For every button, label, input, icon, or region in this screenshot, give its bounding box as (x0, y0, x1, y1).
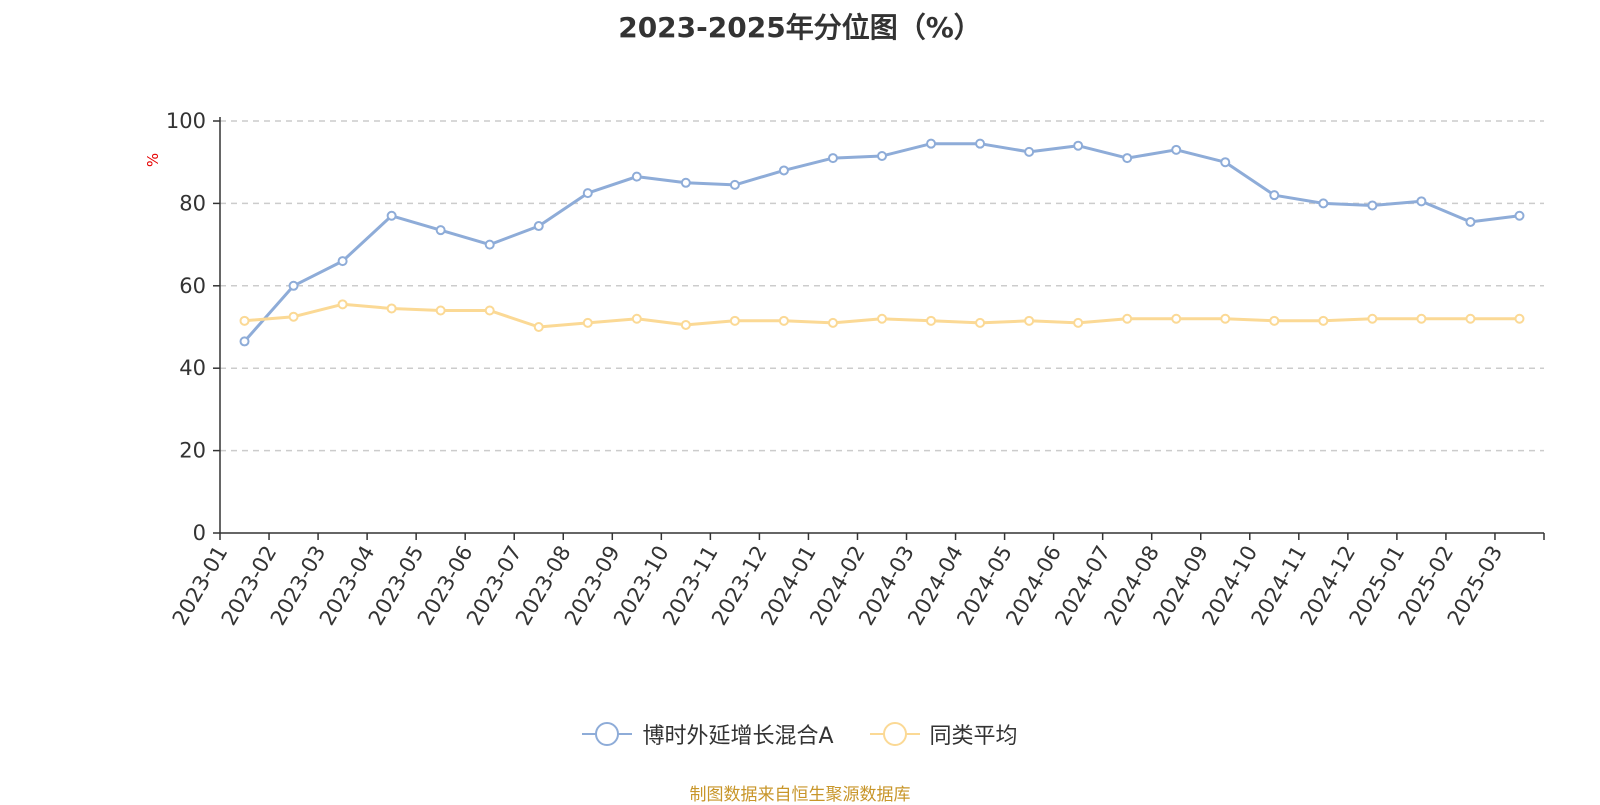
data-point-1 (1024, 315, 1035, 326)
y-tick-label: 20 (179, 439, 206, 463)
legend: 博时外延增长混合A 同类平均 (0, 718, 1600, 750)
chart-title: 2023-2025年分位图（%） (618, 11, 982, 44)
data-point-0 (582, 188, 593, 199)
data-point-0 (533, 221, 544, 232)
data-point-1 (288, 311, 299, 322)
data-point-0 (680, 177, 691, 188)
data-point-1 (1171, 313, 1182, 324)
data-point-1 (484, 305, 495, 316)
data-point-1 (631, 313, 642, 324)
data-point-1 (827, 317, 838, 328)
data-point-1 (386, 303, 397, 314)
data-point-0 (1024, 146, 1035, 157)
series-layer (239, 138, 1525, 347)
data-point-0 (1171, 144, 1182, 155)
data-point-1 (1220, 313, 1231, 324)
y-tick-label: 40 (179, 356, 206, 380)
legend-swatch-fund (582, 722, 633, 746)
data-point-1 (926, 315, 937, 326)
legend-label-fund: 博时外延增长混合A (642, 724, 834, 749)
data-point-0 (435, 225, 446, 236)
data-point-0 (877, 151, 887, 162)
data-point-0 (827, 153, 838, 164)
data-point-0 (386, 210, 397, 221)
data-point-1 (239, 315, 250, 326)
data-point-1 (582, 317, 593, 328)
data-point-0 (1122, 153, 1133, 164)
legend-item-peer-average[interactable]: 同类平均 (869, 718, 1018, 750)
data-point-1 (435, 305, 446, 316)
data-point-1 (1416, 313, 1427, 324)
legend-item-fund[interactable]: 博时外延增长混合A (582, 718, 834, 750)
legend-swatch-peer-average (869, 722, 920, 746)
y-tick-label: 60 (179, 274, 206, 298)
data-point-0 (1514, 210, 1525, 221)
data-point-0 (1465, 216, 1476, 227)
data-point-1 (975, 317, 986, 328)
data-point-0 (729, 179, 740, 190)
data-point-0 (1073, 140, 1084, 151)
data-point-0 (631, 171, 642, 182)
data-point-1 (337, 299, 348, 310)
axes: 0204060801002023-012023-022023-032023-04… (166, 109, 1545, 629)
data-point-1 (1367, 313, 1378, 324)
data-point-1 (1269, 315, 1280, 326)
data-point-0 (1416, 196, 1427, 207)
data-point-1 (1318, 315, 1329, 326)
legend-label-peer-average: 同类平均 (929, 724, 1018, 749)
data-point-0 (288, 280, 299, 291)
y-tick-label: 0 (193, 521, 206, 545)
data-point-1 (680, 319, 691, 330)
data-point-0 (337, 256, 348, 267)
data-point-0 (239, 336, 250, 347)
data-point-0 (1220, 157, 1231, 168)
data-point-1 (1465, 313, 1476, 324)
grid-lines (220, 120, 1544, 452)
data-point-1 (778, 315, 789, 326)
data-point-0 (1269, 190, 1280, 201)
data-point-1 (729, 315, 740, 326)
data-point-1 (1073, 317, 1084, 328)
y-axis-label: % (144, 153, 162, 167)
data-point-0 (1367, 200, 1378, 211)
data-point-1 (1122, 313, 1133, 324)
data-point-1 (533, 322, 544, 332)
data-point-1 (877, 313, 887, 324)
data-point-0 (778, 165, 789, 176)
source-note: 制图数据来自恒生聚源数据库 (689, 785, 911, 805)
y-tick-label: 100 (166, 109, 206, 133)
data-point-0 (926, 138, 937, 149)
data-point-1 (1514, 313, 1525, 324)
data-point-0 (975, 138, 986, 149)
data-point-0 (1318, 198, 1329, 209)
y-tick-label: 80 (179, 191, 206, 215)
data-point-0 (484, 239, 495, 250)
